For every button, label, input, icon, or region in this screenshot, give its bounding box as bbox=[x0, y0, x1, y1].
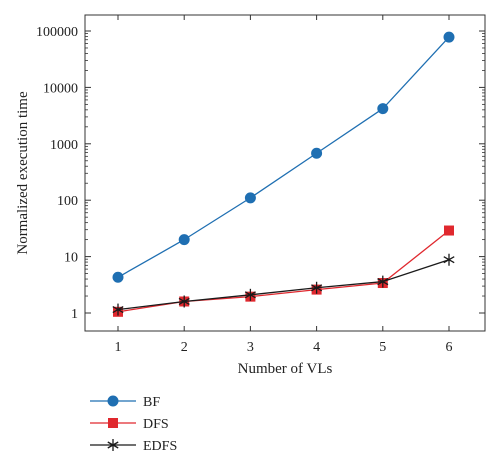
y-tick-label: 10 bbox=[64, 251, 78, 266]
legend-item-edfs: EDFS bbox=[90, 439, 177, 454]
x-tick-label: 1 bbox=[115, 340, 122, 355]
series-line-bf bbox=[117, 36, 450, 278]
data-point-edfs bbox=[377, 275, 389, 288]
series-edfs bbox=[112, 253, 455, 316]
legend-item-bf: BF bbox=[90, 395, 160, 410]
x-tick-label: 6 bbox=[446, 340, 453, 355]
x-tick-label: 3 bbox=[247, 340, 254, 355]
y-tick-label: 1000 bbox=[50, 138, 78, 153]
x-axis: 1 2 3 4 5 6 bbox=[115, 15, 453, 355]
series-dfs bbox=[113, 225, 454, 317]
legend: BF DFS EDFS bbox=[90, 395, 177, 454]
data-point-bf bbox=[244, 192, 256, 204]
series-line-edfs bbox=[117, 259, 450, 311]
legend-label: EDFS bbox=[143, 439, 177, 454]
data-point-edfs bbox=[112, 303, 124, 316]
data-point-edfs bbox=[311, 281, 323, 294]
x-tick-label: 2 bbox=[181, 340, 188, 355]
legend-item-dfs: DFS bbox=[90, 417, 169, 432]
x-tick-label: 4 bbox=[313, 340, 320, 355]
legend-label: BF bbox=[143, 395, 160, 410]
data-point-bf bbox=[377, 103, 389, 115]
y-tick-label: 100 bbox=[57, 194, 78, 209]
legend-marker-edfs bbox=[107, 439, 119, 451]
data-point-bf bbox=[112, 271, 124, 283]
y-tick-label: 100000 bbox=[36, 25, 78, 40]
y-tick-label: 10000 bbox=[43, 81, 78, 96]
data-point-edfs bbox=[244, 288, 256, 301]
data-point-bf bbox=[443, 31, 455, 43]
x-axis-label: Number of VLs bbox=[238, 361, 333, 377]
data-point-edfs bbox=[443, 253, 455, 266]
series-line-dfs bbox=[117, 230, 450, 313]
legend-marker-bf bbox=[107, 395, 119, 407]
y-tick-label: 1 bbox=[71, 307, 78, 322]
data-point-bf bbox=[178, 234, 190, 246]
x-tick-label: 5 bbox=[379, 340, 386, 355]
data-point-bf bbox=[311, 147, 323, 159]
series-layer bbox=[112, 31, 455, 317]
data-point-edfs bbox=[178, 295, 190, 308]
legend-marker-dfs bbox=[108, 418, 118, 428]
series-bf bbox=[112, 31, 455, 283]
data-point-dfs bbox=[444, 225, 454, 236]
legend-label: DFS bbox=[143, 417, 169, 432]
y-axis: 1 10 100 1000 10000 100000 bbox=[36, 25, 485, 322]
y-axis-label: Normalized execution time bbox=[15, 91, 31, 255]
